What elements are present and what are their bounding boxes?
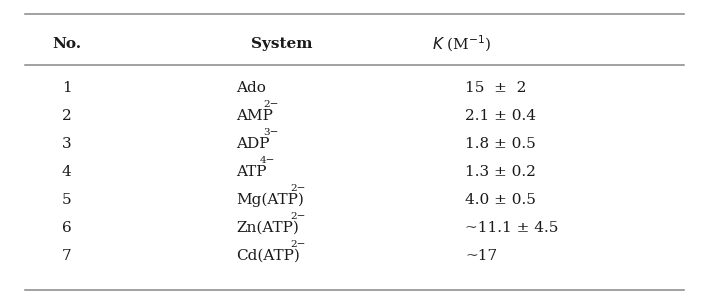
Text: 3: 3	[62, 137, 72, 151]
Text: 2−: 2−	[263, 100, 278, 109]
Text: 4−: 4−	[260, 156, 275, 165]
Text: 2: 2	[62, 109, 72, 123]
Text: ~11.1 ± 4.5: ~11.1 ± 4.5	[465, 221, 559, 235]
Text: ~17: ~17	[465, 249, 498, 263]
Text: 4.0 ± 0.5: 4.0 ± 0.5	[465, 193, 536, 207]
Text: 5: 5	[62, 193, 72, 207]
Text: 4: 4	[62, 165, 72, 179]
Text: 2−: 2−	[291, 240, 306, 249]
Text: 6: 6	[62, 221, 72, 235]
Text: ADP: ADP	[237, 137, 270, 151]
Text: 15  ±  2: 15 ± 2	[465, 81, 526, 95]
Text: 1: 1	[62, 81, 72, 95]
Text: AMP: AMP	[237, 109, 273, 123]
Text: Zn(ATP): Zn(ATP)	[237, 221, 300, 235]
Text: Mg(ATP): Mg(ATP)	[237, 193, 305, 207]
Text: 2−: 2−	[291, 185, 306, 193]
Text: Cd(ATP): Cd(ATP)	[237, 249, 300, 263]
Text: ATP: ATP	[237, 165, 267, 179]
Text: $\mathit{K}$ (M$^{-1}$): $\mathit{K}$ (M$^{-1}$)	[432, 34, 491, 54]
Text: 2.1 ± 0.4: 2.1 ± 0.4	[465, 109, 536, 123]
Text: 2−: 2−	[291, 212, 306, 221]
Text: 7: 7	[62, 249, 72, 263]
Text: 3−: 3−	[263, 128, 278, 138]
Text: Ado: Ado	[237, 81, 267, 95]
Text: No.: No.	[52, 37, 81, 51]
Text: 1.8 ± 0.5: 1.8 ± 0.5	[465, 137, 536, 151]
Text: 1.3 ± 0.2: 1.3 ± 0.2	[465, 165, 536, 179]
Text: System: System	[251, 37, 312, 51]
